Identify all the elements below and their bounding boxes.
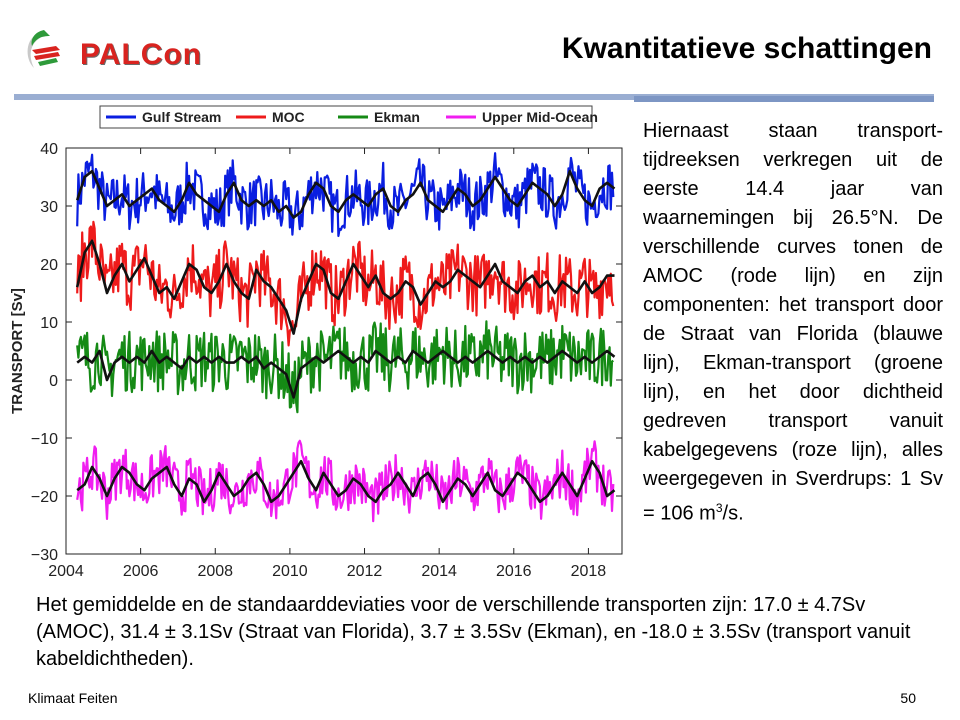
y-tick-label: −10 <box>31 431 58 448</box>
y-tick-label: 40 <box>40 141 58 158</box>
series-line-gulf-stream <box>76 152 615 238</box>
smoothed-line-moc <box>75 239 615 335</box>
slide-title: Kwantitatieve schattingen <box>561 32 932 65</box>
logo-text: PALCon <box>80 38 203 71</box>
x-tick-label: 2006 <box>123 563 159 580</box>
description-end: /s. <box>722 502 744 525</box>
x-tick-label: 2008 <box>197 563 233 580</box>
series-line-ekman <box>76 320 614 414</box>
x-tick-label: 2012 <box>347 563 383 580</box>
y-tick-label: 30 <box>40 199 58 216</box>
series-line-upper-mid-ocean <box>76 439 615 523</box>
y-tick-label: 10 <box>40 315 58 332</box>
y-tick-label: −20 <box>31 489 58 506</box>
y-axis-label: TRANSPORT [Sv] <box>9 288 26 414</box>
statistics-text: Het gemiddelde en de standaarddeviaties … <box>36 594 911 670</box>
x-tick-label: 2014 <box>421 563 457 580</box>
description-main: Hiernaast staan transport-tijdreeksen ve… <box>643 120 943 525</box>
y-tick-label: 0 <box>49 373 58 390</box>
x-tick-label: 2010 <box>272 563 308 580</box>
legend-label: MOC <box>272 109 305 125</box>
smoothed-line-gulf-stream <box>75 169 616 219</box>
smoothed-line-ekman <box>76 349 616 399</box>
x-tick-label: 2016 <box>496 563 532 580</box>
legend-label: Ekman <box>374 109 420 125</box>
y-tick-label: 20 <box>40 257 58 274</box>
title-divider <box>14 94 934 100</box>
description-superscript: 3 <box>715 501 723 515</box>
palcon-logo: PALCon <box>22 26 212 80</box>
palcon-hand-icon <box>27 30 60 68</box>
x-tick-label: 2018 <box>571 563 607 580</box>
page-number: 50 <box>900 690 916 706</box>
footer-title: Klimaat Feiten <box>28 690 118 706</box>
y-tick-label: −30 <box>31 547 58 564</box>
title-divider-accent <box>634 96 934 102</box>
legend-label: Upper Mid-Ocean <box>482 109 598 125</box>
smoothed-line-upper-mid-ocean <box>76 459 616 504</box>
x-tick-label: 2004 <box>48 563 84 580</box>
description-text: Hiernaast staan transport-tijdreeksen ve… <box>643 117 943 529</box>
legend-label: Gulf Stream <box>142 109 221 125</box>
